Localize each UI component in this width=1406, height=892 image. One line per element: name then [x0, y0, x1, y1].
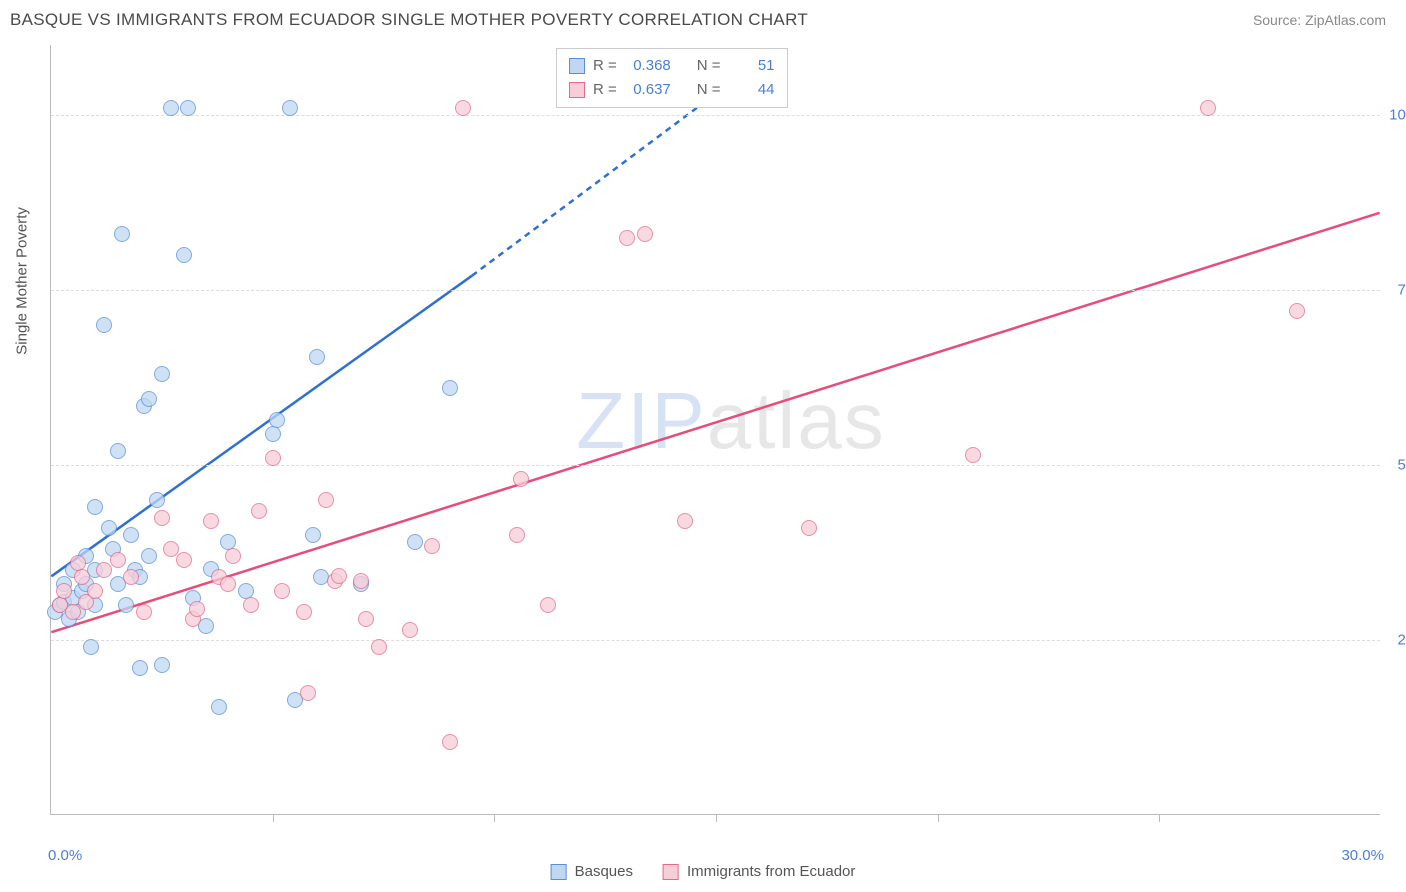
data-point: [114, 226, 130, 242]
data-point: [87, 499, 103, 515]
data-point: [353, 573, 369, 589]
data-point: [424, 538, 440, 554]
data-point: [74, 569, 90, 585]
source-attribution: Source: ZipAtlas.com: [1253, 12, 1386, 28]
correlation-stats-box: R = 0.368 N = 51 R = 0.637 N = 44: [556, 48, 788, 108]
data-point: [801, 520, 817, 536]
data-point: [149, 492, 165, 508]
data-point: [189, 601, 205, 617]
trend-lines: [51, 45, 1380, 814]
gridline: [51, 290, 1380, 291]
stats-row-ecuador: R = 0.637 N = 44: [569, 78, 775, 102]
data-point: [154, 366, 170, 382]
y-tick-label: 75.0%: [1397, 282, 1406, 299]
data-point: [965, 447, 981, 463]
data-point: [83, 639, 99, 655]
watermark: ZIPatlas: [576, 374, 885, 466]
data-point: [677, 513, 693, 529]
data-point: [136, 604, 152, 620]
data-point: [118, 597, 134, 613]
data-point: [309, 349, 325, 365]
data-point: [455, 100, 471, 116]
legend-label: Immigrants from Ecuador: [687, 863, 855, 880]
gridline: [51, 640, 1380, 641]
swatch-blue: [569, 58, 585, 74]
data-point: [513, 471, 529, 487]
legend-label: Basques: [575, 863, 633, 880]
scatter-chart: ZIPatlas R = 0.368 N = 51 R = 0.637 N = …: [50, 45, 1380, 815]
data-point: [123, 569, 139, 585]
swatch-pink: [569, 82, 585, 98]
data-point: [176, 247, 192, 263]
data-point: [203, 513, 219, 529]
data-point: [402, 622, 418, 638]
data-point: [65, 604, 81, 620]
data-point: [96, 562, 112, 578]
data-point: [358, 611, 374, 627]
data-point: [141, 548, 157, 564]
data-point: [442, 734, 458, 750]
legend: Basques Immigrants from Ecuador: [551, 863, 856, 880]
y-tick-label: 25.0%: [1397, 632, 1406, 649]
data-point: [56, 583, 72, 599]
data-point: [176, 552, 192, 568]
data-point: [509, 527, 525, 543]
x-tick-mark: [494, 814, 495, 822]
x-tick-mark: [938, 814, 939, 822]
chart-title: BASQUE VS IMMIGRANTS FROM ECUADOR SINGLE…: [10, 10, 808, 30]
data-point: [265, 426, 281, 442]
legend-item-ecuador: Immigrants from Ecuador: [663, 863, 855, 880]
data-point: [123, 527, 139, 543]
x-tick-30: 30.0%: [1341, 847, 1384, 864]
data-point: [318, 492, 334, 508]
data-point: [225, 548, 241, 564]
stats-row-basques: R = 0.368 N = 51: [569, 54, 775, 78]
data-point: [305, 527, 321, 543]
data-point: [269, 412, 285, 428]
data-point: [300, 685, 316, 701]
x-tick-mark: [716, 814, 717, 822]
data-point: [132, 660, 148, 676]
data-point: [180, 100, 196, 116]
gridline: [51, 465, 1380, 466]
data-point: [154, 510, 170, 526]
data-point: [1200, 100, 1216, 116]
data-point: [101, 520, 117, 536]
data-point: [540, 597, 556, 613]
y-tick-label: 50.0%: [1397, 457, 1406, 474]
data-point: [265, 450, 281, 466]
data-point: [371, 639, 387, 655]
legend-item-basques: Basques: [551, 863, 633, 880]
data-point: [1289, 303, 1305, 319]
data-point: [220, 576, 236, 592]
data-point: [274, 583, 290, 599]
x-tick-mark: [273, 814, 274, 822]
y-tick-label: 100.0%: [1389, 107, 1406, 124]
data-point: [141, 391, 157, 407]
data-point: [619, 230, 635, 246]
x-tick-mark: [1159, 814, 1160, 822]
data-point: [96, 317, 112, 333]
data-point: [282, 100, 298, 116]
data-point: [211, 699, 227, 715]
legend-swatch-pink: [663, 864, 679, 880]
data-point: [110, 443, 126, 459]
data-point: [110, 552, 126, 568]
data-point: [251, 503, 267, 519]
legend-swatch-blue: [551, 864, 567, 880]
data-point: [243, 597, 259, 613]
data-point: [163, 100, 179, 116]
data-point: [296, 604, 312, 620]
data-point: [331, 568, 347, 584]
data-point: [637, 226, 653, 242]
data-point: [407, 534, 423, 550]
data-point: [442, 380, 458, 396]
gridline: [51, 115, 1380, 116]
data-point: [154, 657, 170, 673]
y-axis-label: Single Mother Poverty: [14, 207, 31, 355]
x-tick-0: 0.0%: [48, 847, 82, 864]
data-point: [87, 583, 103, 599]
